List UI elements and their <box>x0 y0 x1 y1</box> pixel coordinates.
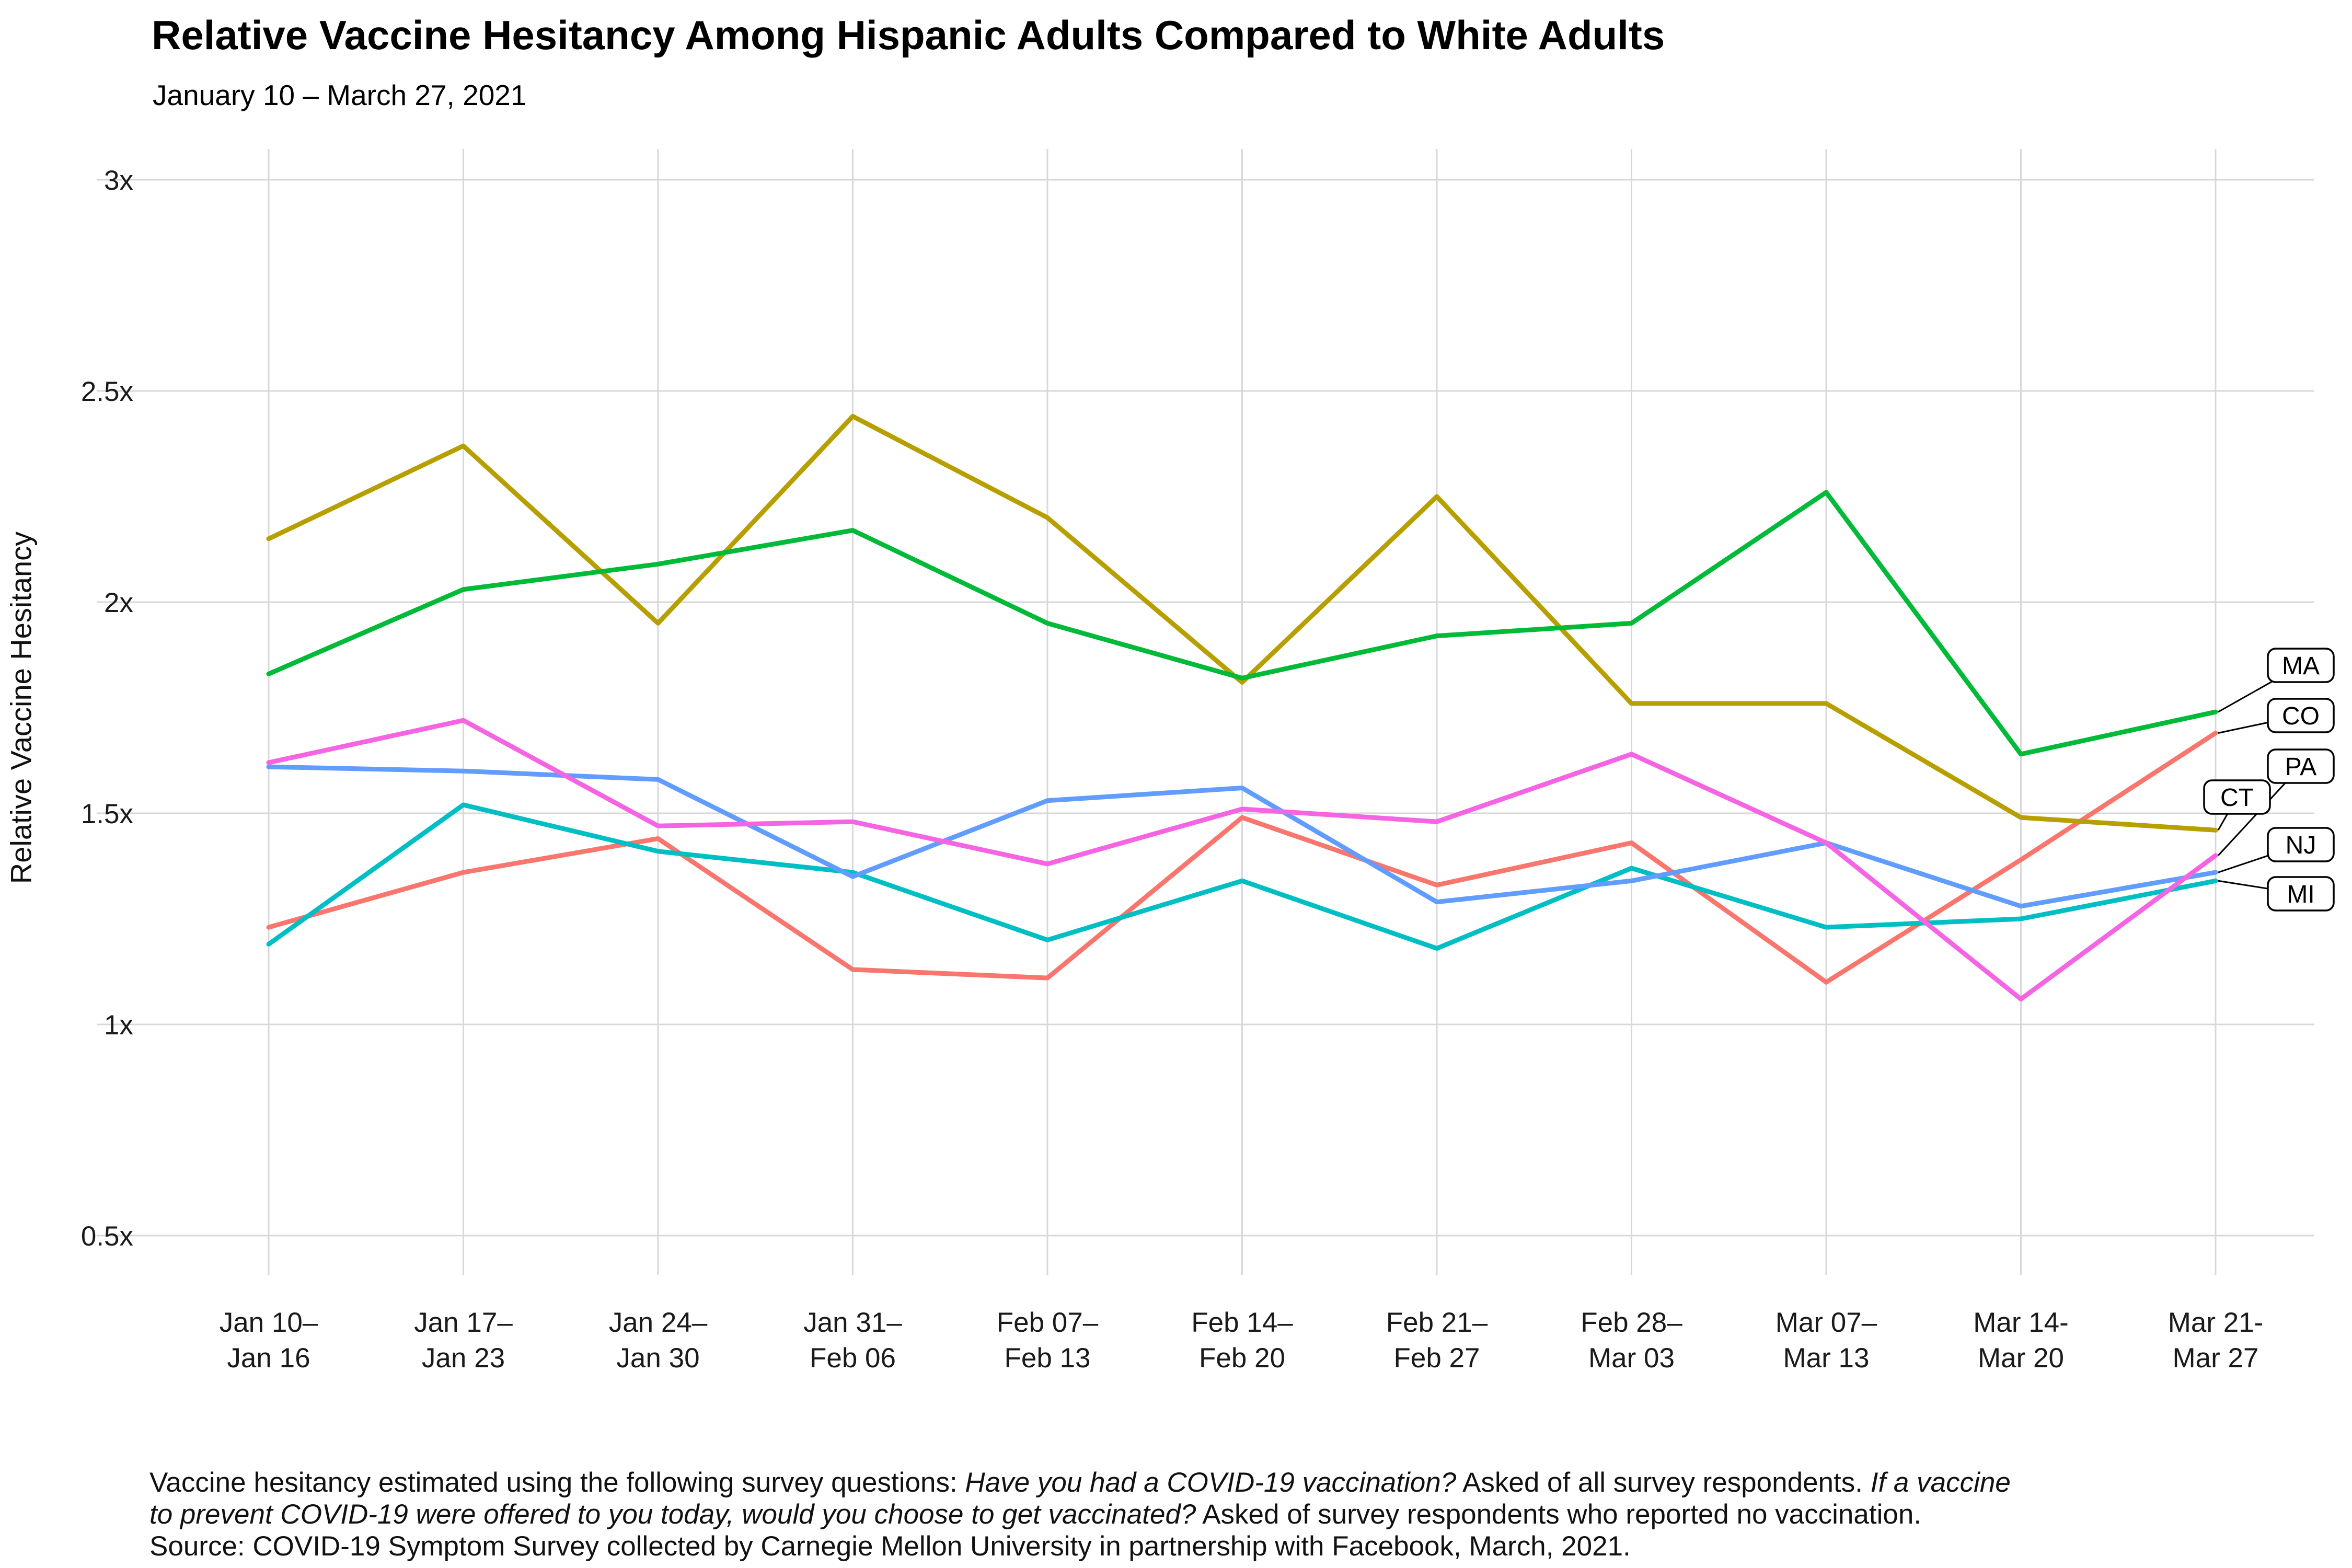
series-label-box-MA <box>2267 648 2335 683</box>
x-tick-label-line2: Jan 16 <box>227 1343 310 1374</box>
series-label-box-NJ <box>2267 827 2335 862</box>
x-tick-label-line2: Feb 13 <box>1004 1343 1090 1374</box>
x-tick-label-line1: Mar 14- <box>1973 1307 2069 1338</box>
series-label-box-MI <box>2267 876 2335 912</box>
x-tick-label-line1: Mar 21- <box>2168 1307 2264 1338</box>
y-tick-label: 1.5x <box>81 799 133 829</box>
x-tick-label-line2: Mar 20 <box>1978 1343 2064 1374</box>
x-tick-label-line1: Feb 14– <box>1191 1307 1293 1338</box>
caption-segment: Asked of survey respondents who reported… <box>1196 1499 1922 1530</box>
x-tick-label-line1: Feb 28– <box>1581 1307 1682 1338</box>
chart-title: Relative Vaccine Hesitancy Among Hispani… <box>152 12 1665 58</box>
series-label-box-CT <box>2203 779 2271 815</box>
x-tick-label-line1: Feb 21– <box>1386 1307 1488 1338</box>
y-tick-label: 3x <box>104 165 133 196</box>
x-tick-label-line1: Jan 10– <box>220 1307 318 1338</box>
caption-segment-italic: If a vaccine <box>1870 1467 2011 1498</box>
x-tick-label-line2: Jan 30 <box>616 1343 699 1374</box>
y-tick-label: 0.5x <box>81 1221 133 1252</box>
y-tick-label: 2x <box>104 587 133 618</box>
series-label-text-CT: CT <box>2220 784 2254 812</box>
series-line-NJ <box>266 764 2218 909</box>
caption-segment: Vaccine hesitancy estimated using the fo… <box>149 1467 965 1498</box>
series-label-box-PA <box>2267 748 2335 784</box>
x-tick-label-line1: Jan 17– <box>414 1307 513 1338</box>
series-label-text-MA: MA <box>2282 652 2320 680</box>
y-tick-label: 2.5x <box>81 376 133 407</box>
caption-line: Vaccine hesitancy estimated using the fo… <box>149 1467 2011 1498</box>
x-tick-label-line1: Jan 24– <box>609 1307 708 1338</box>
x-tick-label-line2: Feb 06 <box>810 1343 896 1374</box>
series-line-PA <box>266 718 2218 1002</box>
caption: Vaccine hesitancy estimated using the fo… <box>149 1467 2011 1562</box>
caption-segment-italic: Have you had a COVID-19 vaccination? <box>965 1467 1457 1498</box>
series-line-MI <box>266 802 2218 951</box>
x-tick-label-line2: Mar 27 <box>2173 1343 2259 1374</box>
series-line-CT <box>266 413 2218 833</box>
x-tick-label-line2: Mar 13 <box>1783 1343 1870 1374</box>
x-tick-label-line2: Feb 27 <box>1393 1343 1480 1374</box>
y-tick-label: 1x <box>104 1010 133 1041</box>
x-tick-label-line1: Jan 31– <box>803 1307 902 1338</box>
series-line-CO <box>266 730 2218 985</box>
x-tick-label-line2: Jan 23 <box>422 1343 505 1374</box>
chart-subtitle: January 10 – March 27, 2021 <box>153 79 527 111</box>
x-tick-label-line2: Feb 20 <box>1199 1343 1285 1374</box>
series-label-text-NJ: NJ <box>2286 832 2316 859</box>
series-label-text-MI: MI <box>2287 881 2314 908</box>
caption-segment-italic: to prevent COVID-19 were offered to you … <box>149 1499 1196 1530</box>
caption-line: to prevent COVID-19 were offered to you … <box>149 1498 2011 1530</box>
caption-segment: Asked of all survey respondents. <box>1456 1467 1871 1498</box>
series-label-box-CO <box>2267 698 2335 733</box>
x-tick-label-line1: Mar 07– <box>1775 1307 1877 1338</box>
series-line-MA <box>266 490 2218 757</box>
caption-line: Source: COVID-19 Symptom Survey collecte… <box>149 1530 2011 1562</box>
series-label-text-CO: CO <box>2282 702 2320 730</box>
series-label-text-PA: PA <box>2285 753 2316 781</box>
x-tick-label-line2: Mar 03 <box>1588 1343 1675 1374</box>
x-tick-label-line1: Feb 07– <box>997 1307 1099 1338</box>
caption-segment: Source: COVID-19 Symptom Survey collecte… <box>149 1531 1631 1562</box>
